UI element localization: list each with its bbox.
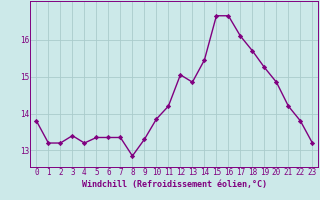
X-axis label: Windchill (Refroidissement éolien,°C): Windchill (Refroidissement éolien,°C) [82,180,267,189]
